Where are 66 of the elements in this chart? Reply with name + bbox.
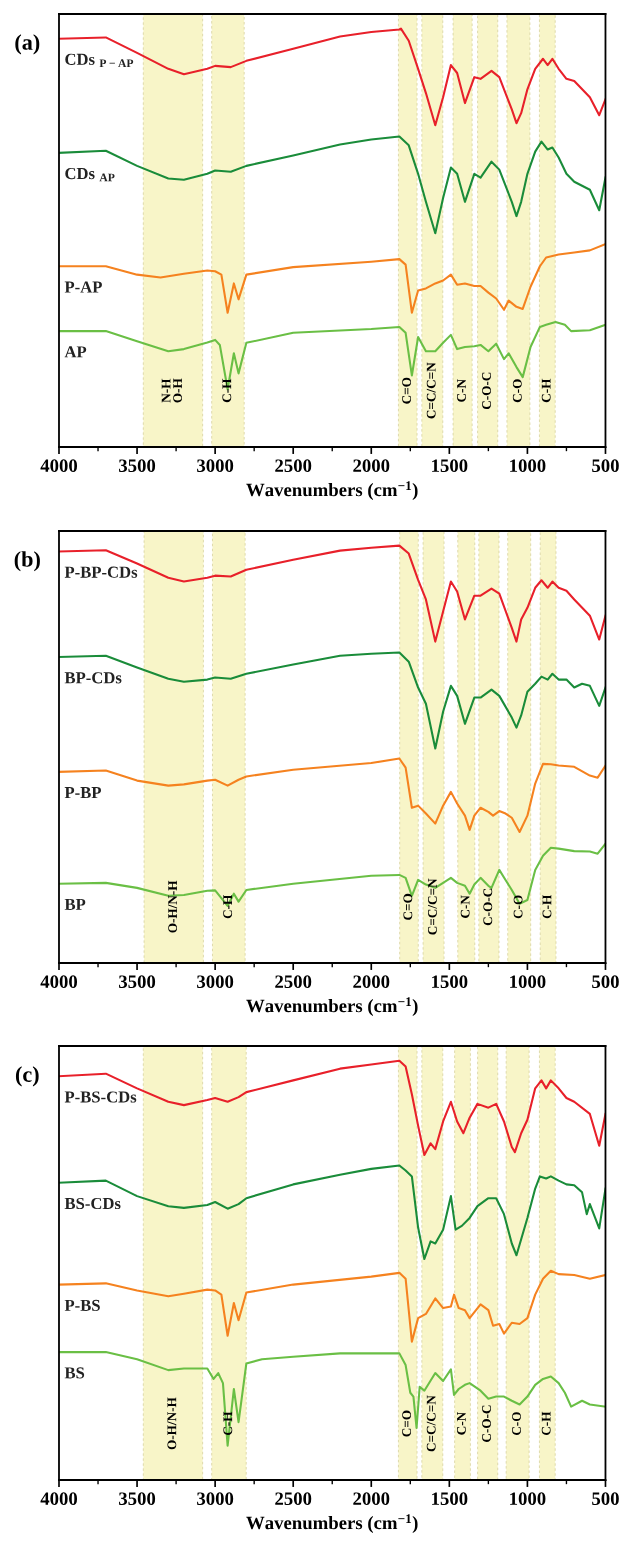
x-tick-label: 4000: [40, 459, 78, 472]
band-label: C-H: [222, 378, 232, 403]
band-label: C-H: [223, 894, 233, 919]
x-tick-label: 500: [592, 975, 619, 988]
band-label: C-N: [457, 379, 466, 402]
band-label: C-O: [512, 379, 522, 403]
series-label: P-BP-CDs: [64, 566, 138, 578]
series-label: CDs $_{AP}$: [65, 167, 115, 182]
series-label: BP-CDs: [64, 672, 122, 684]
band-label: C-O: [512, 1412, 521, 1436]
x-tick-label: 1000: [510, 459, 546, 472]
band-label: N-H O-H: [161, 378, 183, 403]
series-label: P-BS: [64, 1299, 100, 1311]
x-tick-label: 3000: [197, 975, 234, 988]
band-label: C-H: [223, 1411, 233, 1436]
series-label: BS: [64, 1367, 85, 1379]
x-tick-label: 4000: [40, 1492, 78, 1505]
x-tick-label: 3000: [197, 459, 234, 472]
x-tick-label: 3500: [119, 459, 156, 472]
x-tick-label: 1500: [432, 1492, 468, 1505]
series-label: BS-CDs: [64, 1197, 121, 1210]
x-tick-label: 3500: [119, 975, 156, 988]
x-tick-label: 1000: [510, 1492, 546, 1505]
band-label: C=C/C=N: [426, 1395, 436, 1452]
series-label: CDs $_{P−AP}$: [65, 53, 134, 68]
series-label: AP: [64, 346, 87, 358]
band-label: C=O: [402, 1410, 412, 1437]
x-tick-label: 2000: [353, 1492, 390, 1505]
band-label: C-H: [542, 894, 552, 919]
chart-title: (b): [14, 551, 40, 572]
band-label: O-H/N-H: [168, 880, 178, 933]
x-tick-label: 1000: [510, 975, 546, 988]
x-axis-title: Wavenumbers (cm$^{−1}$): [246, 997, 418, 1017]
band-label: C=C/C=N: [428, 878, 437, 935]
x-tick-label: 2000: [353, 975, 390, 988]
band-label: O-H/N-H: [167, 1397, 177, 1450]
x-axis-title: Wavenumbers (cm$^{−1}$): [246, 481, 418, 501]
series-label: P-BP: [64, 787, 102, 799]
x-tick-label: 3000: [197, 1492, 234, 1505]
series-label: BP: [64, 898, 86, 910]
band-label: C=O: [403, 893, 413, 920]
x-axis-title: Wavenumbers (cm$^{−1}$): [246, 1514, 418, 1534]
x-tick-label: 500: [592, 459, 619, 472]
x-tick-label: 500: [592, 1492, 619, 1505]
band-label: C-H: [541, 378, 551, 403]
x-tick-label: 2500: [275, 459, 312, 472]
band-label: C-H: [541, 1411, 551, 1436]
band-label: C-O: [513, 895, 523, 919]
band-label: C=C/C=N: [426, 362, 436, 419]
x-tick-label: 1500: [432, 975, 468, 988]
band-label: C-O-C: [482, 1405, 491, 1442]
chart-title: (c): [15, 1066, 39, 1087]
band-label: C-O-C: [483, 888, 493, 926]
x-tick-label: 3500: [119, 1492, 156, 1505]
band-label: C-N: [456, 1412, 466, 1435]
x-tick-label: 2500: [275, 975, 312, 988]
x-tick-label: 2500: [275, 1492, 312, 1505]
series-label: P-AP: [64, 281, 102, 293]
chart-title: (a): [15, 34, 40, 55]
band-label: C-N: [460, 895, 470, 918]
band-label: C=O: [402, 377, 412, 404]
x-tick-label: 4000: [40, 975, 78, 988]
band-label: C-O-C: [482, 372, 491, 410]
series-label: P-BS-CDs: [64, 1091, 137, 1103]
x-tick-label: 1500: [432, 459, 468, 472]
x-tick-label: 2000: [353, 459, 390, 472]
